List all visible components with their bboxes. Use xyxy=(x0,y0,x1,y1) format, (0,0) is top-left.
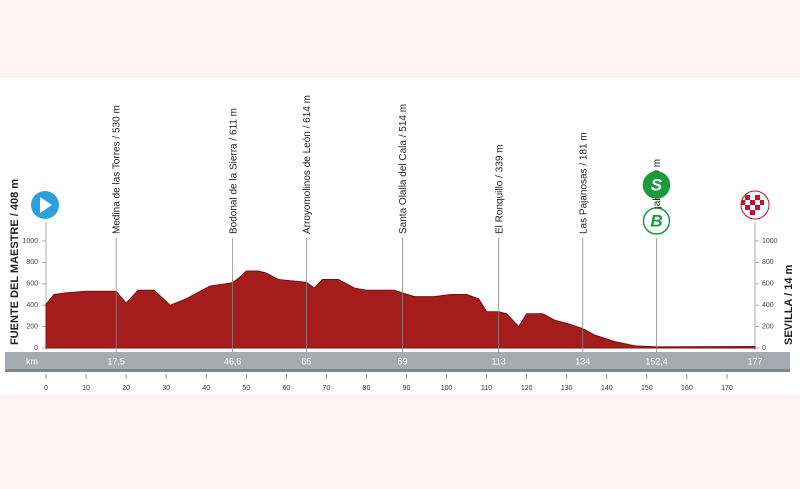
km-unit: km xyxy=(26,356,38,366)
km-band xyxy=(5,352,790,372)
x-tick-label: 90 xyxy=(403,385,411,392)
x-tick-label: 100 xyxy=(441,385,453,392)
x-tick-label: 80 xyxy=(363,385,371,392)
km-marker-label: 134 xyxy=(575,356,590,366)
y-tick-label: 400 xyxy=(26,302,38,309)
y-tick-label-right: 200 xyxy=(762,323,774,330)
km-marker-label: 152,4 xyxy=(645,356,668,366)
x-tick-label: 10 xyxy=(82,385,90,392)
y-tick-label: 800 xyxy=(26,259,38,266)
km-marker-label: 89 xyxy=(397,356,407,366)
start-icon xyxy=(31,191,59,219)
x-tick-label: 60 xyxy=(282,385,290,392)
km-marker-label: 46,6 xyxy=(224,356,242,366)
km-marker-label: 65 xyxy=(301,356,311,366)
elevation-area xyxy=(45,270,756,349)
x-tick-label: 150 xyxy=(641,385,653,392)
waypoint-label: Bodonal de la Sierra / 611 m xyxy=(228,108,239,234)
finish-label: SEVILLA / 14 m xyxy=(783,264,795,345)
waypoint-label: Arroyomolinos de León / 614 m xyxy=(302,95,313,234)
x-tick-label: 160 xyxy=(681,385,693,392)
x-tick-label: 130 xyxy=(561,385,573,392)
y-tick-label: 200 xyxy=(26,323,38,330)
y-tick-label-right: 0 xyxy=(762,345,766,352)
x-tick-label: 20 xyxy=(122,385,130,392)
x-tick-label: 70 xyxy=(322,385,330,392)
km-marker-label: 177 xyxy=(747,356,762,366)
x-tick-label: 170 xyxy=(721,385,733,392)
y-tick-label-right: 600 xyxy=(762,281,774,288)
x-tick-label: 40 xyxy=(202,385,210,392)
x-tick-label: 140 xyxy=(601,385,613,392)
y-tick-label-right: 1000 xyxy=(762,238,778,245)
waypoint-label: Las Pajanosas / 181 m xyxy=(578,132,589,234)
y-tick-label-right: 800 xyxy=(762,259,774,266)
km-marker-label: 113 xyxy=(491,356,505,366)
finish-icon xyxy=(740,190,770,220)
waypoint-label: Santa Olalla del Cala / 514 m xyxy=(398,104,409,234)
badge xyxy=(642,207,671,235)
x-tick-label: 0 xyxy=(44,385,48,392)
x-tick-label: 30 xyxy=(162,385,170,392)
km-band-shadow xyxy=(5,369,790,372)
y-tick-label: 600 xyxy=(26,281,38,288)
badge xyxy=(642,171,671,199)
start-label: FUENTE DEL MAESTRE / 408 m xyxy=(9,179,21,345)
badge-label: S xyxy=(651,175,663,194)
waypoint-label: Medina de las Torres / 530 m xyxy=(112,105,123,234)
km-marker-label: 17,5 xyxy=(107,356,125,366)
y-tick-label: 0 xyxy=(34,345,38,352)
waypoint-label: El Ronquillo / 339 m xyxy=(494,145,505,235)
x-tick-label: 120 xyxy=(521,385,533,392)
x-tick-label: 50 xyxy=(242,385,250,392)
y-tick-label: 1000 xyxy=(22,238,38,245)
x-tick-label: 110 xyxy=(481,385,492,392)
y-tick-label-right: 400 xyxy=(762,302,774,309)
badge-label: B xyxy=(650,211,662,230)
